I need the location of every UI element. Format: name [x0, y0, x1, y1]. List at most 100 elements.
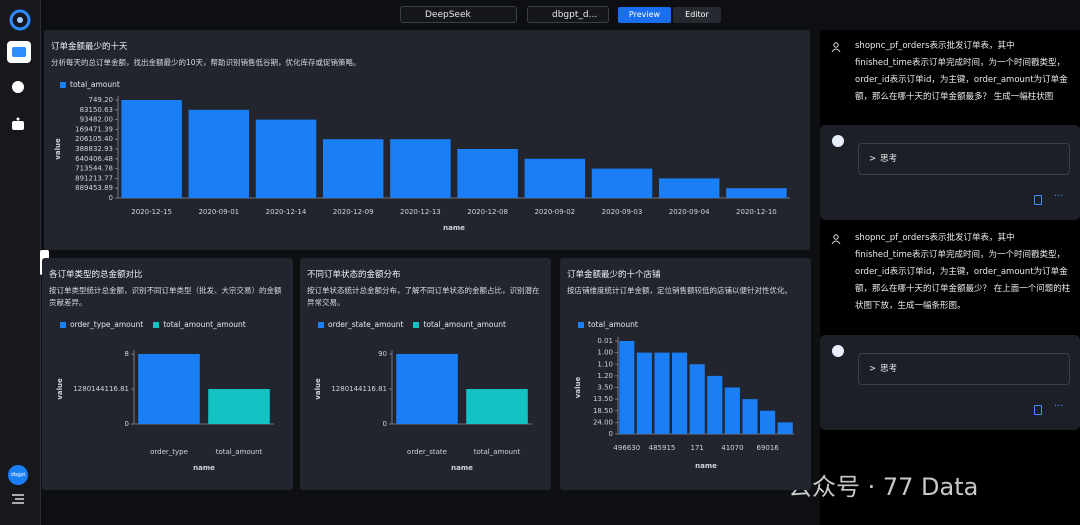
- y-tick-label: 13.50: [593, 395, 613, 403]
- db-select[interactable]: dbgpt_d...: [527, 6, 609, 23]
- think-toggle[interactable]: > 思考: [858, 143, 1070, 175]
- bar: [396, 354, 458, 424]
- x-tick-label: 496630: [613, 444, 640, 452]
- y-tick-label: 206105.40: [75, 135, 113, 143]
- sidebar: dbgpt: [0, 0, 41, 525]
- x-tick-label: 41070: [721, 444, 743, 452]
- y-tick-label: 83150.63: [80, 106, 113, 114]
- chart-title: 各订单类型的总金额对比: [49, 270, 143, 280]
- bar: [390, 139, 451, 198]
- tab-editor[interactable]: Editor: [673, 7, 721, 23]
- nav-chat[interactable]: [7, 41, 31, 63]
- legend-item: total_amount: [60, 80, 120, 89]
- bar: [591, 168, 653, 198]
- y-tick-label: 891213.77: [75, 174, 113, 182]
- legend-item: order_state_amount: [318, 320, 403, 329]
- plot: 0 24.00 18.50 13.50 3.50 1.20 1.10 1.00 0.01 4966…: [574, 337, 794, 470]
- assistant-bubble: > 思考 ···: [820, 125, 1080, 220]
- x-tick-label: 2020-12-08: [467, 208, 508, 216]
- x-axis-label: name: [695, 462, 717, 470]
- copy-button[interactable]: [1034, 405, 1042, 415]
- y-tick-label: 0: [383, 420, 387, 428]
- y-tick-label: 749.20: [89, 96, 114, 104]
- more-button[interactable]: ···: [1054, 191, 1064, 202]
- assistant-avatar: [832, 135, 844, 147]
- think-arrow: >: [869, 364, 877, 374]
- model-select[interactable]: DeepSeek: [400, 6, 517, 23]
- y-tick-label: 90: [378, 350, 387, 358]
- x-tick-label: 2020-09-02: [534, 208, 575, 216]
- user-message: shopnc_pf_orders表示批发订单表，其中finished_time表…: [855, 41, 1068, 102]
- x-tick-label: 69016: [756, 444, 779, 452]
- think-toggle[interactable]: > 思考: [858, 353, 1070, 385]
- chart-title: 不同订单状态的金额分布: [307, 270, 401, 280]
- think-label: 思考: [880, 154, 898, 164]
- tab-preview[interactable]: Preview: [618, 7, 671, 23]
- chart-panel: 不同订单状态的金额分布 按订单状态统计总金额分布，了解不同订单状态的金额占比，识别…: [300, 258, 551, 490]
- legend-swatch: [153, 322, 160, 328]
- x-axis-label: name: [451, 464, 473, 472]
- bar: [658, 178, 720, 198]
- chart-panel: 订单金额最少的十个店铺 按店铺维度统计订单金额，定位销售额较低的店铺以便针对性优化…: [560, 258, 811, 490]
- x-axis-label: name: [443, 224, 465, 232]
- x-tick-label: 2020-09-03: [602, 208, 643, 216]
- bar: [255, 119, 317, 198]
- think-label: 思考: [880, 364, 898, 374]
- x-tick-label: order_type: [150, 448, 188, 456]
- bar: [524, 158, 586, 198]
- legend-item: total_amount_amount: [413, 320, 506, 329]
- user-avatar[interactable]: dbgpt: [8, 465, 28, 485]
- legend: total_amount: [60, 80, 120, 89]
- chart-panel: 订单金额最少的十天 分析每天的总订单金额，找出金额最少的10天，帮助识别销售低谷期…: [44, 30, 810, 250]
- chart-subtitle: 分析每天的总订单金额，找出金额最少的10天，帮助识别销售低谷期，优化库存或促销策…: [51, 58, 361, 67]
- bar: [724, 387, 740, 434]
- legend-item: order_type_amount: [60, 320, 143, 329]
- x-tick-label: 2020-12-10: [736, 208, 777, 216]
- legend-item: total_amount_amount: [153, 320, 246, 329]
- x-tick-label: total_amount: [216, 448, 263, 456]
- bar: [636, 352, 652, 434]
- y-axis-label: value: [574, 377, 582, 399]
- app-logo: [9, 9, 31, 31]
- legend-label: order_state_amount: [328, 320, 404, 329]
- y-tick-label: 0: [609, 430, 613, 438]
- legend-label: total_amount: [588, 320, 638, 329]
- legend-item: total_amount: [578, 320, 638, 329]
- chat-panel: shopnc_pf_orders表示批发订单表，其中finished_time表…: [820, 30, 1080, 525]
- menu-icon[interactable]: [11, 493, 25, 505]
- copy-button[interactable]: [1034, 195, 1042, 205]
- x-tick-label: 2020-12-13: [400, 208, 441, 216]
- y-tick-label: 3.50: [597, 384, 613, 392]
- user-icon-head: [833, 42, 839, 48]
- toolbar: DeepSeek dbgpt_d... Preview Editor: [41, 0, 819, 30]
- y-tick-label: 1.00: [597, 349, 613, 357]
- bar: [322, 139, 384, 198]
- plot: 0 1280144116.81 8 order_type total_amountnam…: [56, 350, 274, 472]
- y-tick-label: 640406.48: [75, 155, 113, 163]
- y-tick-label: 889453.89: [75, 184, 113, 192]
- y-tick-label: 24.00: [593, 418, 613, 426]
- legend: order_type_amount total_amount_amount: [60, 320, 246, 329]
- more-button[interactable]: ···: [1054, 401, 1064, 412]
- x-tick-label: order_state: [407, 448, 447, 456]
- legend-swatch: [578, 322, 584, 328]
- bar: [672, 352, 688, 434]
- assistant-bubble: > 思考 ···: [820, 335, 1080, 430]
- bar: [208, 389, 270, 424]
- nav-explore[interactable]: [10, 79, 26, 95]
- y-axis-label: value: [54, 138, 62, 160]
- chart-subtitle: 按订单类型统计总金额，识别不同订单类型（批发、大宗交易）的金额贡献差异。: [49, 286, 282, 307]
- legend-label: order_type_amount: [70, 320, 144, 329]
- legend-swatch: [318, 322, 324, 328]
- y-tick-label: 1280144116.81: [73, 385, 129, 393]
- x-tick-label: 2020-12-09: [333, 208, 374, 216]
- user-icon: [831, 42, 841, 52]
- legend-label: total_amount: [70, 80, 120, 89]
- x-tick-label: total_amount: [474, 448, 521, 456]
- nav-agent[interactable]: [10, 116, 26, 132]
- bar: [726, 188, 787, 198]
- y-tick-label: 1.20: [597, 372, 613, 380]
- y-tick-label: 0: [125, 420, 129, 428]
